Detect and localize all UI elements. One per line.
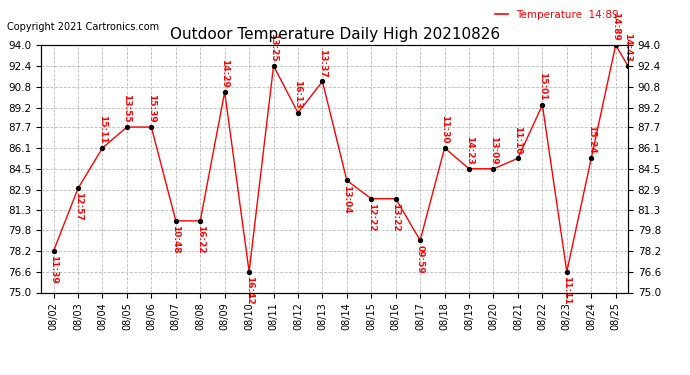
Point <box>622 63 633 69</box>
Text: 14:89: 14:89 <box>611 12 620 41</box>
Point <box>610 42 621 48</box>
Text: 13:37: 13:37 <box>318 48 327 77</box>
Text: 12:22: 12:22 <box>367 203 376 231</box>
Text: Copyright 2021 Cartronics.com: Copyright 2021 Cartronics.com <box>7 22 159 32</box>
Text: 16:42: 16:42 <box>245 276 254 304</box>
Point <box>170 218 181 224</box>
Point <box>146 124 157 130</box>
Text: 16:13: 16:13 <box>293 80 302 109</box>
Text: 10:48: 10:48 <box>171 225 180 254</box>
Point <box>293 110 304 116</box>
Text: 14:29: 14:29 <box>220 59 229 88</box>
Point <box>121 124 132 130</box>
Text: 13:09: 13:09 <box>489 136 498 165</box>
Point <box>317 78 328 84</box>
Text: 13:04: 13:04 <box>342 184 351 213</box>
Point <box>366 196 377 202</box>
Text: 14:43: 14:43 <box>623 33 633 62</box>
Text: 15:24: 15:24 <box>586 125 595 154</box>
Text: 16:22: 16:22 <box>196 225 205 254</box>
Text: 11:30: 11:30 <box>440 115 449 144</box>
Point <box>48 248 59 254</box>
Point <box>72 185 83 191</box>
Point <box>537 102 548 108</box>
Point <box>464 166 475 172</box>
Text: 09:59: 09:59 <box>415 244 424 273</box>
Text: 15:01: 15:01 <box>538 72 547 101</box>
Text: 13:25: 13:25 <box>269 33 278 62</box>
Legend: Temperature  14:89: Temperature 14:89 <box>491 6 622 24</box>
Point <box>488 166 499 172</box>
Point <box>219 89 230 95</box>
Title: Outdoor Temperature Daily High 20210826: Outdoor Temperature Daily High 20210826 <box>170 27 500 42</box>
Text: 12:57: 12:57 <box>74 192 83 221</box>
Point <box>513 155 524 161</box>
Point <box>97 145 108 151</box>
Point <box>586 155 597 161</box>
Point <box>561 268 572 274</box>
Text: 13:55: 13:55 <box>122 94 131 123</box>
Point <box>268 63 279 69</box>
Point <box>195 218 206 224</box>
Text: 14:23: 14:23 <box>464 136 473 165</box>
Text: 15:11: 15:11 <box>98 115 107 144</box>
Text: 15:39: 15:39 <box>147 94 156 123</box>
Text: 11:11: 11:11 <box>562 276 571 304</box>
Text: 11:10: 11:10 <box>513 126 522 154</box>
Text: 13:22: 13:22 <box>391 203 400 231</box>
Text: 11:39: 11:39 <box>49 255 58 284</box>
Point <box>415 237 426 243</box>
Point <box>342 177 353 183</box>
Point <box>391 196 402 202</box>
Point <box>244 268 255 274</box>
Point <box>439 145 450 151</box>
